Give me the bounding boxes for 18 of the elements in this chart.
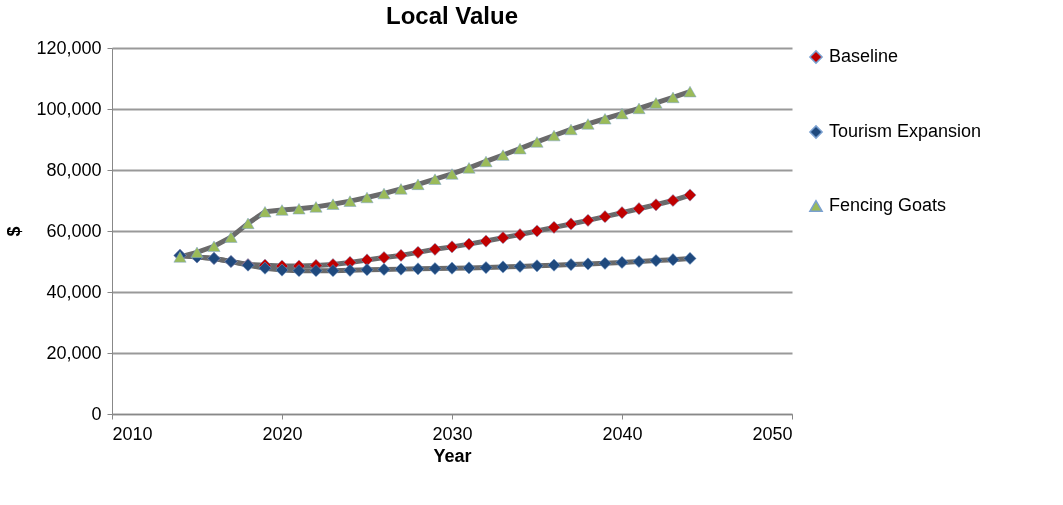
- y-tick-label: 40,000: [46, 281, 102, 302]
- y-axis-title: $: [4, 226, 25, 237]
- legend-label: Tourism Expansion: [829, 121, 982, 141]
- y-tick-label: 80,000: [46, 159, 102, 180]
- y-tick-label: 20,000: [46, 342, 102, 363]
- x-tick-label: 2030: [432, 423, 473, 444]
- x-tick-label: 2050: [752, 423, 793, 444]
- y-tick-label: 60,000: [46, 220, 102, 241]
- legend-label: Fencing Goats: [829, 195, 947, 215]
- y-tick-label: 100,000: [36, 98, 102, 119]
- y-tick-label: 120,000: [36, 37, 102, 58]
- x-tick-label: 2010: [112, 423, 153, 444]
- y-tick-label: 0: [91, 403, 102, 424]
- x-tick-label: 2040: [602, 423, 643, 444]
- legend-label: Baseline: [829, 46, 899, 66]
- x-axis-title: Year: [433, 445, 472, 466]
- x-tick-label: 2020: [262, 423, 303, 444]
- chart-title: Local Value: [385, 2, 519, 29]
